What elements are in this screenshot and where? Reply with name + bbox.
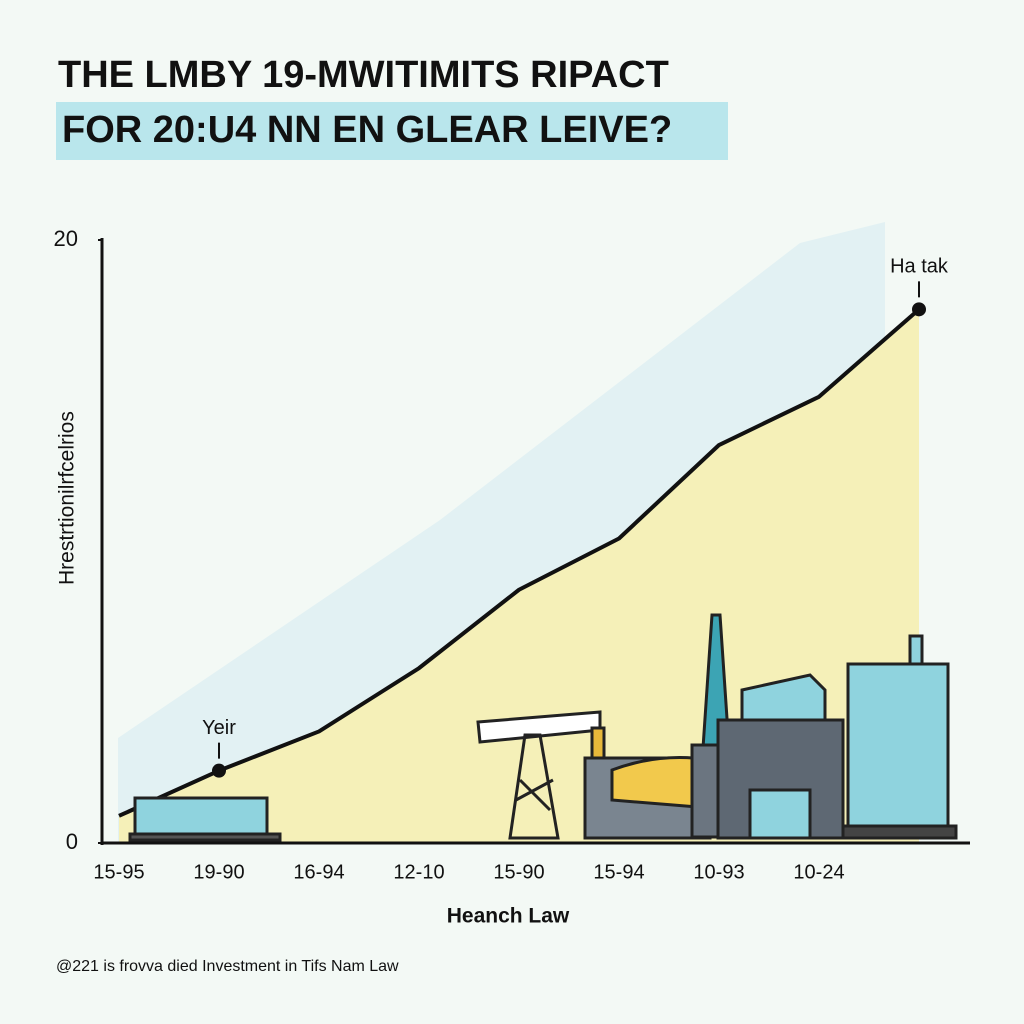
annotation: Ha tak xyxy=(890,256,949,278)
chart-title: FOR 20:U4 NN EN GLEAR LEIVE? xyxy=(62,109,672,151)
x-tick-label: 15-95 xyxy=(93,861,144,883)
x-tick-label: 19-90 xyxy=(193,861,244,883)
y-tick-label: 20 xyxy=(54,226,78,251)
footnote: @221 is frovva died Investment in Tifs N… xyxy=(56,958,399,975)
chart-title: THE LMBY 19-MWITIMITS RIPACT xyxy=(58,54,669,96)
y-tick-label: 0 xyxy=(66,829,78,854)
title-highlight xyxy=(56,102,728,160)
line xyxy=(118,307,921,818)
x-tick-label: 10-93 xyxy=(693,861,744,883)
illustration xyxy=(128,613,958,842)
y-axis-label: Hrestrtionilrfcelrios xyxy=(56,411,79,585)
x-tick-label: 15-94 xyxy=(593,861,644,883)
annotation-point xyxy=(912,302,926,317)
annotation-point xyxy=(212,763,226,778)
annotation: Yeir xyxy=(202,717,236,739)
x-tick-label: 10-24 xyxy=(793,861,844,883)
x-axis-label: Heanch Law xyxy=(447,905,570,928)
x-tick-label: 15-90 xyxy=(493,861,544,883)
x-tick-label: 12-10 xyxy=(393,861,444,883)
x-tick-label: 16-94 xyxy=(293,861,344,883)
